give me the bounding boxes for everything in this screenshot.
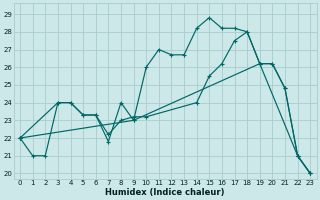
X-axis label: Humidex (Indice chaleur): Humidex (Indice chaleur) [105, 188, 225, 197]
